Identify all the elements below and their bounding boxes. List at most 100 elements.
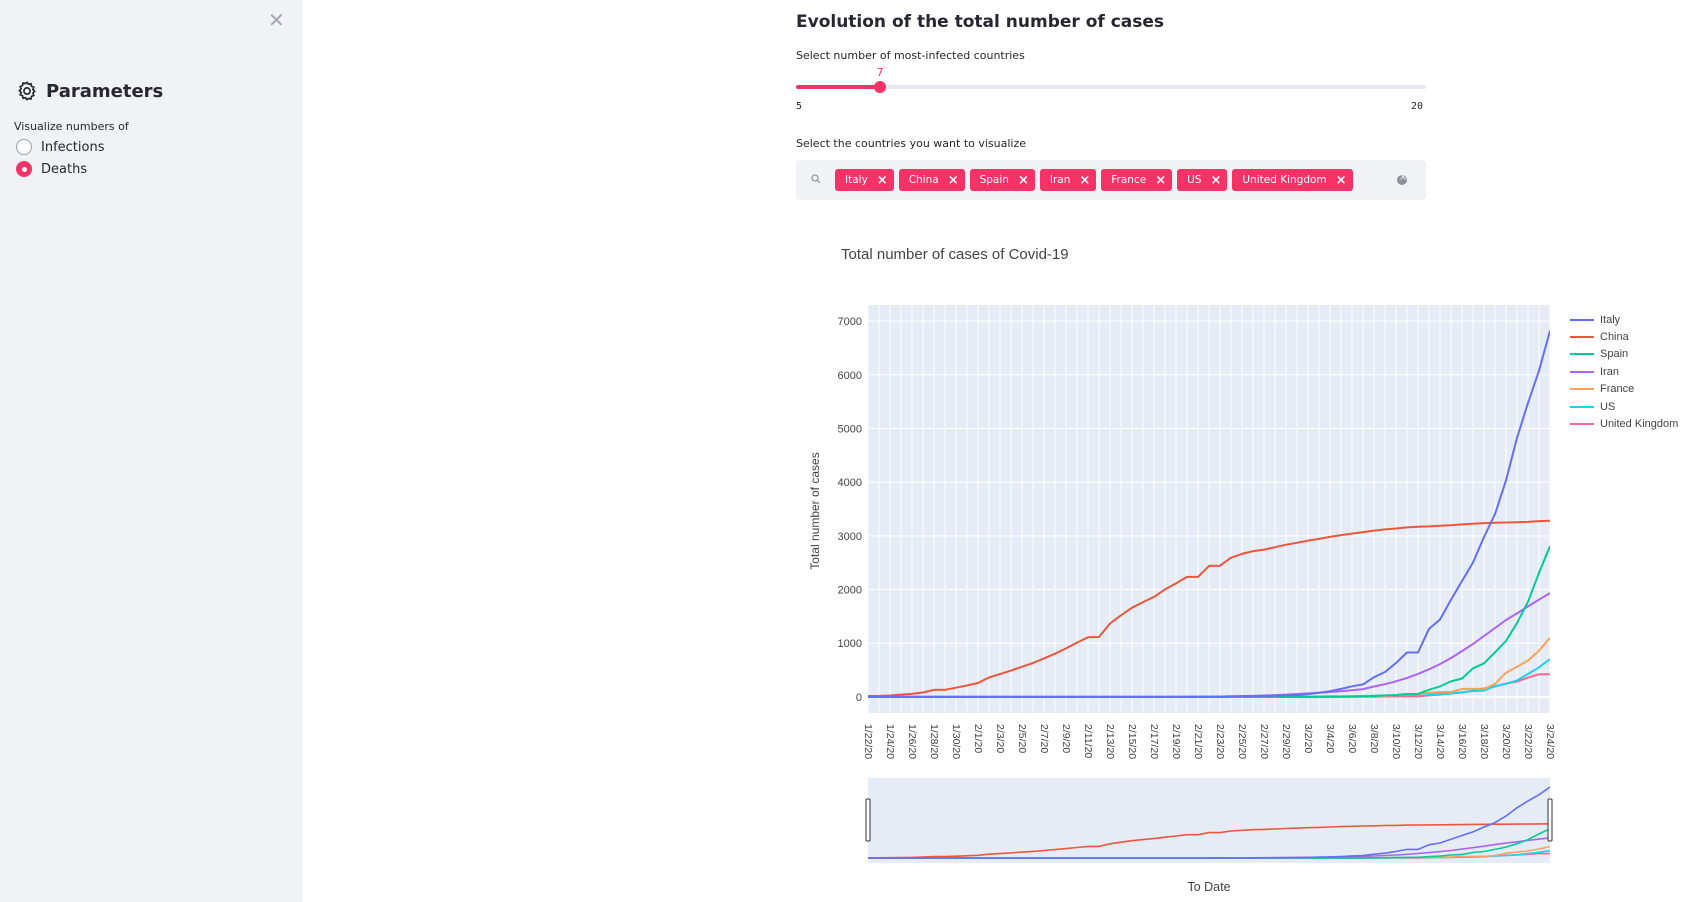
chart-legend: Italy China Spain Iran France US United Kingdo… [1570,311,1678,433]
tag-france[interactable]: France × [1101,169,1173,191]
slider-value: 7 [876,66,884,79]
legend-label: France [1600,383,1635,396]
legend-label: United Kingdom [1600,418,1679,431]
x-tick-label: 3/14/20 [1434,724,1446,759]
legend-line-swatch [1570,423,1594,426]
page-title: Evolution of the total number of cases [796,12,1165,32]
slider-max-label: 20 [1411,101,1424,112]
x-tick-label: 1/24/20 [884,724,896,759]
x-tick-label: 3/12/20 [1412,724,1424,759]
legend-label: Spain [1600,348,1629,361]
close-icon[interactable]: × [876,172,888,188]
search-icon [811,174,821,184]
x-tick-label: 2/25/20 [1236,724,1248,759]
multiselect-label: Select the countries you want to visuali… [796,137,1027,150]
tag-label: France [1111,174,1147,186]
close-icon[interactable]: × [947,172,959,188]
radio-option-infections[interactable]: Infections [16,139,104,155]
tag-italy[interactable]: Italy × [835,169,894,191]
x-tick-label: 2/21/20 [1192,724,1204,759]
x-tick-label: 2/11/20 [1082,724,1094,758]
legend-item[interactable]: Spain [1570,346,1678,363]
x-tick-label: 1/28/20 [928,724,940,759]
legend-item[interactable]: China [1570,328,1678,345]
y-axis-label: Total number of cases [808,452,822,570]
legend-line-swatch [1570,336,1594,339]
close-icon[interactable]: × [1335,172,1347,188]
legend-item[interactable]: France [1570,381,1678,398]
legend-line-swatch [1570,353,1594,356]
close-icon[interactable]: × [1210,172,1222,188]
x-tick-label: 3/22/20 [1522,724,1534,759]
tag-list: Italy × China × Spain × Iran × France × US × U… [835,169,1353,191]
x-tick-label: 2/27/20 [1258,724,1270,759]
range-handle-right[interactable] [1547,798,1553,842]
x-tick-label: 3/8/20 [1368,724,1380,753]
x-tick-label: 2/3/20 [994,724,1006,753]
range-handle-left[interactable] [865,798,871,842]
x-tick-label: 3/24/20 [1544,724,1556,759]
legend-item[interactable]: Italy [1570,311,1678,328]
series-line-italy [868,330,1550,698]
clear-all-icon[interactable] [1397,172,1407,185]
legend-item[interactable]: Iran [1570,363,1678,380]
tag-label: Italy [845,174,868,186]
radio-circle-infections[interactable] [16,139,32,155]
legend-item[interactable]: US [1570,398,1678,415]
x-tick-label: 3/20/20 [1500,724,1512,759]
tag-label: Iran [1049,174,1071,186]
tag-us[interactable]: US × [1177,169,1228,191]
legend-label: Iran [1600,365,1619,378]
tag-united-kingdom[interactable]: United Kingdom × [1232,169,1353,191]
sidebar-title-text: Parameters [46,80,164,102]
legend-line-swatch [1570,370,1594,373]
y-tick-label: 2000 [838,585,862,597]
x-tick-label: 2/1/20 [972,724,984,753]
radio-label-deaths: Deaths [41,161,88,177]
tag-label: Spain [979,174,1009,186]
range-slider-background [868,778,1550,863]
y-tick-label: 0 [856,692,862,704]
legend-line-swatch [1570,405,1594,408]
series-line-china [868,519,1550,697]
range-series-line-italy [868,786,1551,859]
slider-thumb[interactable] [874,81,886,93]
radio-option-deaths[interactable]: Deaths [16,161,87,177]
radio-label-infections: Infections [41,139,105,155]
x-tick-label: 3/18/20 [1478,724,1490,759]
slider-fill [796,85,880,89]
legend-item[interactable]: United Kingdom [1570,415,1678,432]
legend-label: Italy [1600,313,1621,326]
y-tick-label: 3000 [838,531,862,543]
legend-line-swatch [1570,318,1594,321]
country-multiselect[interactable]: Italy × China × Spain × Iran × France × US × U… [796,160,1426,200]
legend-label: US [1600,400,1616,413]
sidebar: ✕ Parameters Visualize numbers of Infect… [0,0,303,902]
tag-iran[interactable]: Iran × [1039,169,1097,191]
tag-spain[interactable]: Spain × [969,169,1035,191]
y-tick-label: 6000 [838,370,862,382]
x-axis-label: To Date [1187,880,1231,894]
y-tick-label: 1000 [838,638,862,650]
country-count-slider[interactable] [796,81,1426,93]
chart-title: Total number of cases of Covid-19 [841,246,1069,263]
x-tick-label: 2/17/20 [1148,724,1160,759]
x-tick-label: 3/16/20 [1456,724,1468,759]
x-tick-label: 1/30/20 [950,724,962,759]
close-icon[interactable]: × [1155,172,1167,188]
x-tick-label: 2/9/20 [1060,724,1072,753]
tag-china[interactable]: China × [898,169,965,191]
y-tick-label: 7000 [838,316,862,328]
tag-label: China [908,174,939,186]
x-tick-label: 2/29/20 [1280,724,1292,759]
close-icon[interactable]: × [1079,172,1091,188]
legend-label: China [1600,331,1629,344]
radio-circle-deaths[interactable] [16,161,32,177]
legend-line-swatch [1570,388,1594,391]
close-icon[interactable]: × [1017,172,1029,188]
x-tick-label: 1/26/20 [906,724,918,759]
x-tick-label: 2/7/20 [1038,724,1050,753]
close-sidebar-icon[interactable]: ✕ [268,8,285,32]
x-tick-label: 2/5/20 [1016,724,1028,753]
